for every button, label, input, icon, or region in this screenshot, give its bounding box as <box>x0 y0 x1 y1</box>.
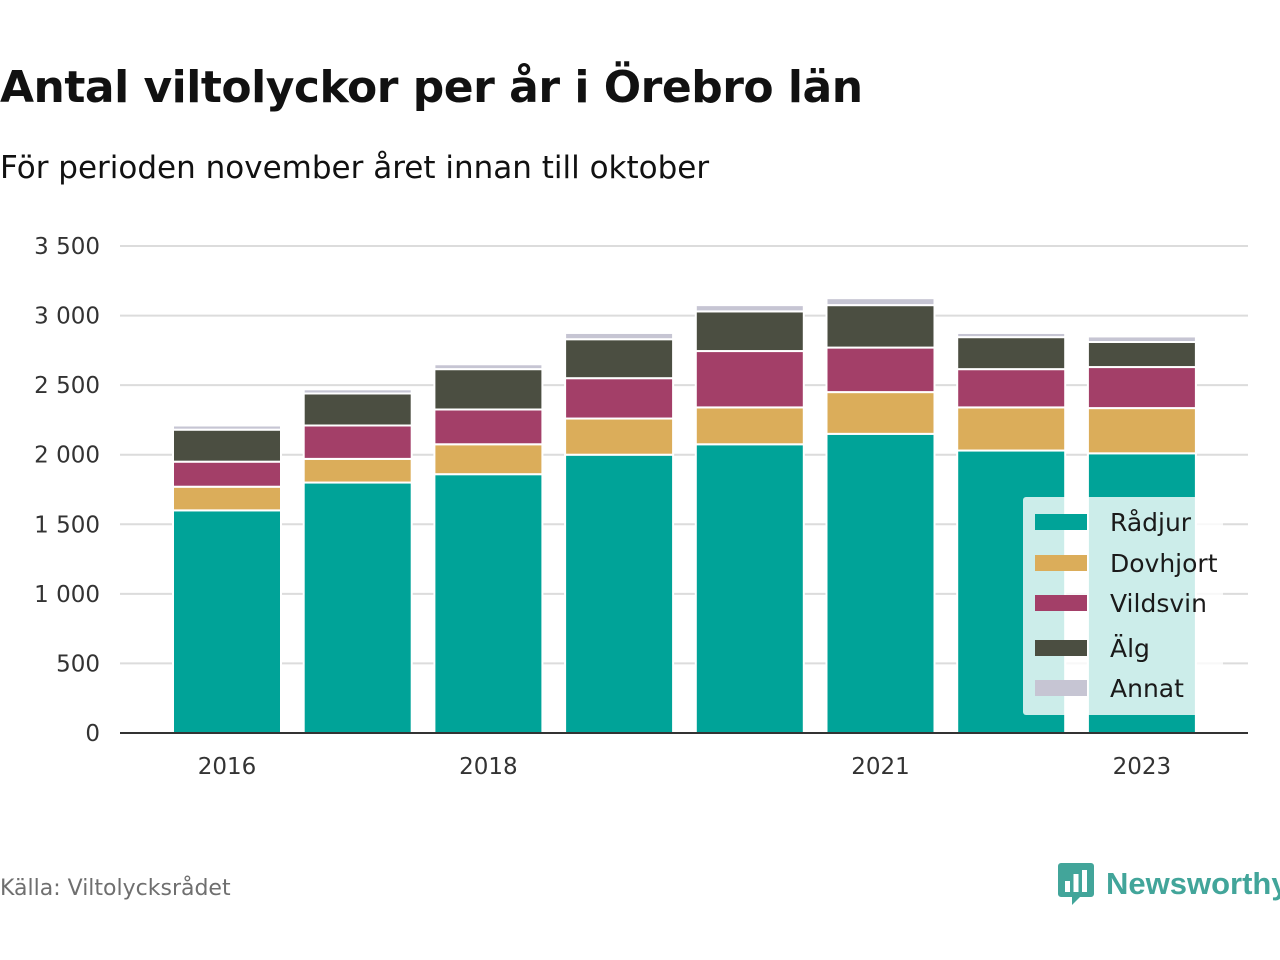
y-tick-label: 3 000 <box>34 304 100 330</box>
legend-label: Dovhjort <box>1110 549 1218 578</box>
bar-segment <box>956 368 1067 409</box>
legend-swatch <box>1035 595 1087 611</box>
bar-segment <box>694 443 805 734</box>
y-tick-label: 3 500 <box>34 234 100 260</box>
y-tick-label: 0 <box>85 721 100 747</box>
bar-segment <box>172 424 282 431</box>
legend-item[interactable]: Dovhjort <box>1035 549 1218 578</box>
bar-segment <box>825 346 936 394</box>
legend-label: Annat <box>1110 674 1184 703</box>
bar-segment <box>433 443 544 476</box>
bar-stack-2016 <box>172 424 282 734</box>
bar-stack-2020 <box>694 304 805 734</box>
bar-segment <box>302 392 413 427</box>
y-tick-label: 1 500 <box>34 512 100 538</box>
bar-segment <box>433 408 544 446</box>
source-note: Källa: Viltolycksrådet <box>0 876 231 901</box>
legend-box <box>1023 497 1223 715</box>
y-tick-label: 2 000 <box>34 443 100 469</box>
x-axis-tick-labels: 2016 2018 2021 2023 <box>198 754 1171 780</box>
bar-segment <box>564 417 675 456</box>
bar-segment <box>1086 335 1197 344</box>
legend-item[interactable]: Älg <box>1035 634 1150 663</box>
y-tick-label: 500 <box>56 651 100 677</box>
bar-segment <box>564 338 675 380</box>
chart-title: Antal viltolyckor per år i Örebro län <box>0 62 863 113</box>
bar-segment <box>694 350 805 409</box>
bar-segment <box>564 377 675 420</box>
bar-stack-2017 <box>302 388 413 734</box>
bar-segment <box>694 310 805 353</box>
x-tick-label: 2023 <box>1113 754 1172 780</box>
legend-item[interactable]: Annat <box>1035 674 1184 703</box>
x-tick-label: 2016 <box>198 754 257 780</box>
x-tick-label: 2021 <box>851 754 910 780</box>
bar-segment <box>172 428 282 463</box>
y-axis-tick-labels: 0 500 1 000 1 500 2 000 2 500 3 000 3 500 <box>34 234 100 747</box>
bar-segment <box>172 509 282 734</box>
bar-segment <box>1086 366 1197 410</box>
bar-segment <box>564 453 675 734</box>
x-tick-label: 2018 <box>459 754 518 780</box>
bar-segment <box>694 304 805 313</box>
legend-swatch <box>1035 555 1087 571</box>
chart-subtitle: För perioden november året innan till ok… <box>0 150 710 186</box>
bar-segment <box>302 388 413 395</box>
legend-swatch <box>1035 514 1087 530</box>
bar-segment <box>564 331 675 341</box>
bar-stack-2021 <box>825 297 936 734</box>
bar-segment <box>825 297 936 307</box>
brand[interactable]: Newsworthy <box>1058 862 1280 906</box>
bar-stack-2019 <box>564 331 675 734</box>
bar-segment <box>1086 341 1197 369</box>
brand-name: Newsworthy <box>1106 866 1280 901</box>
legend-label: Vildsvin <box>1110 589 1207 618</box>
bar-chart-speech-bubble-icon <box>1058 863 1094 905</box>
bar-segment <box>433 368 544 411</box>
legend-label: Älg <box>1110 634 1150 663</box>
legend-swatch <box>1035 680 1087 696</box>
bar-segment <box>825 304 936 349</box>
bar-segment <box>825 432 936 734</box>
bar-segment <box>1086 407 1197 455</box>
y-tick-label: 1 000 <box>34 582 100 608</box>
bar-stack-2018 <box>433 363 544 734</box>
legend-item[interactable]: Rådjur <box>1035 508 1192 537</box>
bar-segment <box>302 457 413 484</box>
legend-item[interactable]: Vildsvin <box>1035 589 1207 618</box>
bar-segment <box>956 331 1067 339</box>
bar-segment <box>694 406 805 446</box>
bar-segment <box>433 363 544 371</box>
bar-segment <box>956 336 1067 371</box>
bar-segment <box>302 424 413 460</box>
bar-segment <box>433 473 544 734</box>
legend: Rådjur Dovhjort Vildsvin Älg Annat <box>1023 497 1223 715</box>
y-tick-label: 2 500 <box>34 373 100 399</box>
bar-segment <box>172 460 282 488</box>
bar-segment <box>956 406 1067 452</box>
bar-segment <box>302 481 413 734</box>
bar-segment <box>172 485 282 512</box>
bar-segment <box>825 391 936 435</box>
legend-swatch <box>1035 640 1087 656</box>
legend-label: Rådjur <box>1110 508 1192 537</box>
